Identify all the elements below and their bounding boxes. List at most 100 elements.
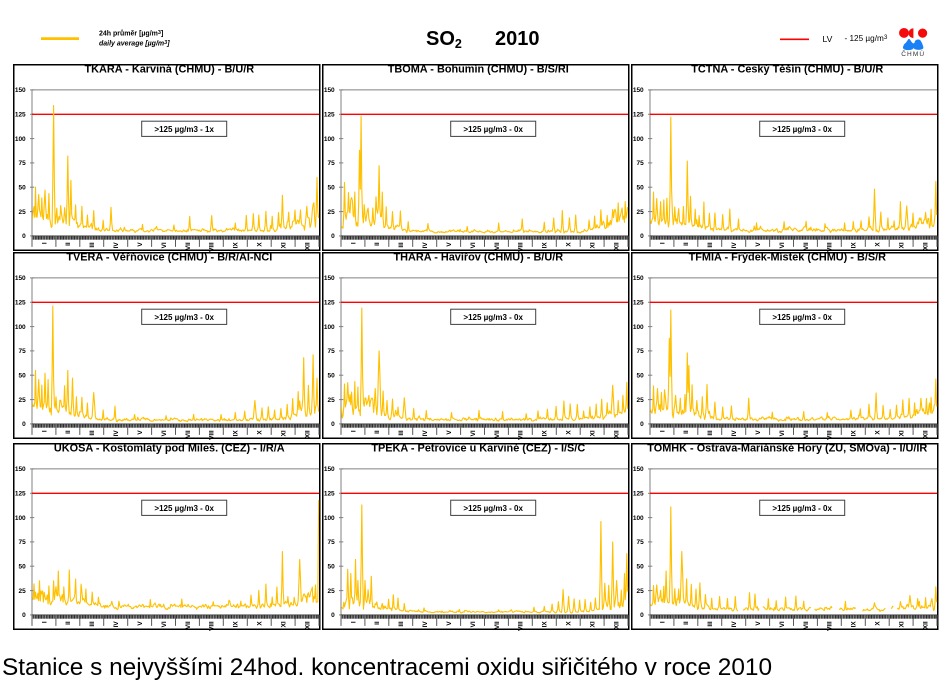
svg-text:XI: XI (898, 430, 905, 436)
svg-text:III: III (398, 430, 405, 436)
svg-text:50: 50 (636, 184, 644, 191)
svg-text:0: 0 (22, 421, 26, 428)
svg-text:X: X (256, 241, 263, 246)
svg-text:TOMHK - Ostrava-Mariánské Hory: TOMHK - Ostrava-Mariánské Hory (ZÚ, SMOv… (647, 443, 927, 454)
svg-text:25: 25 (327, 397, 335, 404)
svg-text:75: 75 (18, 348, 26, 355)
svg-text:XI: XI (589, 621, 596, 627)
svg-text:VII: VII (493, 242, 500, 250)
svg-text:75: 75 (18, 160, 26, 167)
svg-text:I: I (350, 242, 357, 244)
svg-text:XII: XII (922, 242, 929, 250)
svg-text:XII: XII (613, 242, 620, 250)
svg-text:0: 0 (331, 233, 335, 240)
svg-text:III: III (707, 242, 714, 248)
svg-text:VIII: VIII (208, 242, 215, 252)
svg-text:XII: XII (922, 621, 929, 629)
svg-text:VIII: VIII (208, 621, 215, 631)
svg-text:150: 150 (324, 275, 335, 282)
svg-text:25: 25 (636, 397, 644, 404)
svg-text:100: 100 (15, 135, 26, 142)
svg-text:XII: XII (613, 621, 620, 629)
svg-text:100: 100 (633, 514, 644, 521)
svg-text:125: 125 (633, 111, 644, 118)
svg-text:I: I (41, 242, 48, 244)
svg-text:125: 125 (633, 300, 644, 307)
svg-text:IX: IX (232, 430, 239, 437)
svg-text:VIII: VIII (826, 242, 833, 252)
svg-text:150: 150 (633, 466, 644, 473)
svg-text:0: 0 (640, 421, 644, 428)
svg-text:V: V (446, 241, 453, 246)
svg-text:THARA - Havířov (ČHMÚ) - B/U/R: THARA - Havířov (ČHMÚ) - B/U/R (393, 252, 563, 263)
svg-text:XI: XI (280, 242, 287, 248)
svg-text:II: II (65, 242, 72, 246)
svg-text:IV: IV (422, 620, 429, 627)
svg-text:75: 75 (327, 539, 335, 546)
svg-text:III: III (707, 621, 714, 627)
svg-text:25: 25 (327, 208, 335, 215)
svg-text:III: III (398, 621, 405, 627)
svg-text:V: V (755, 241, 762, 246)
svg-text:VI: VI (469, 621, 476, 627)
svg-text:I: I (350, 621, 357, 623)
svg-text:VIII: VIII (517, 242, 524, 252)
svg-text:V: V (446, 620, 453, 625)
svg-text:IV: IV (113, 241, 120, 248)
svg-text:XII: XII (922, 430, 929, 438)
svg-text:100: 100 (324, 324, 335, 331)
svg-text:50: 50 (18, 184, 26, 191)
svg-text:50: 50 (327, 563, 335, 570)
svg-text:VII: VII (802, 621, 809, 629)
svg-text:III: III (89, 430, 96, 436)
svg-text:150: 150 (324, 87, 335, 94)
svg-text:75: 75 (636, 160, 644, 167)
svg-text:VIII: VIII (517, 621, 524, 631)
svg-text:V: V (137, 620, 144, 625)
svg-text:VII: VII (184, 242, 191, 250)
svg-text:25: 25 (636, 587, 644, 594)
svg-text:IX: IX (850, 241, 857, 248)
svg-text:75: 75 (327, 160, 335, 167)
svg-text:X: X (256, 430, 263, 435)
svg-text:100: 100 (324, 514, 335, 521)
svg-text:TCTNA - Český Těšín (ČHMÚ) - B: TCTNA - Český Těšín (ČHMÚ) - B/U/R (691, 64, 883, 75)
svg-text:50: 50 (636, 563, 644, 570)
svg-text:IV: IV (731, 620, 738, 627)
svg-text:25: 25 (18, 397, 26, 404)
svg-text:50: 50 (327, 184, 335, 191)
svg-text:100: 100 (633, 324, 644, 331)
svg-text:II: II (374, 621, 381, 625)
svg-text:125: 125 (324, 111, 335, 118)
svg-text:125: 125 (15, 111, 26, 118)
svg-text:IX: IX (232, 620, 239, 627)
svg-text:125: 125 (324, 490, 335, 497)
svg-text:50: 50 (18, 563, 26, 570)
svg-text:V: V (446, 430, 453, 435)
svg-text:0: 0 (640, 612, 644, 619)
svg-text:25: 25 (18, 587, 26, 594)
svg-text:25: 25 (327, 587, 335, 594)
svg-text:>125 µg/m3 - 0x: >125 µg/m3 - 0x (463, 503, 523, 512)
svg-text:X: X (874, 430, 881, 435)
svg-text:TFMIA - Frýdek-Místek (ČHMÚ) -: TFMIA - Frýdek-Místek (ČHMÚ) - B/S/R (688, 252, 886, 263)
svg-text:II: II (683, 430, 690, 434)
svg-text:X: X (565, 430, 572, 435)
svg-text:I: I (659, 242, 666, 244)
svg-text:XI: XI (898, 242, 905, 248)
svg-text:XI: XI (280, 430, 287, 436)
svg-text:75: 75 (327, 348, 335, 355)
svg-text:50: 50 (327, 373, 335, 380)
svg-text:II: II (65, 430, 72, 434)
svg-text:XI: XI (280, 621, 287, 627)
svg-text:>125 µg/m3 - 1x: >125 µg/m3 - 1x (154, 124, 214, 133)
svg-text:X: X (256, 620, 263, 625)
svg-text:V: V (137, 430, 144, 435)
svg-text:VIII: VIII (208, 430, 215, 440)
svg-text:100: 100 (15, 514, 26, 521)
svg-text:>125 µg/m3 - 0x: >125 µg/m3 - 0x (772, 313, 832, 322)
svg-text:I: I (41, 621, 48, 623)
svg-text:XI: XI (898, 621, 905, 627)
svg-text:>125 µg/m3 - 0x: >125 µg/m3 - 0x (772, 503, 832, 512)
svg-text:75: 75 (636, 539, 644, 546)
